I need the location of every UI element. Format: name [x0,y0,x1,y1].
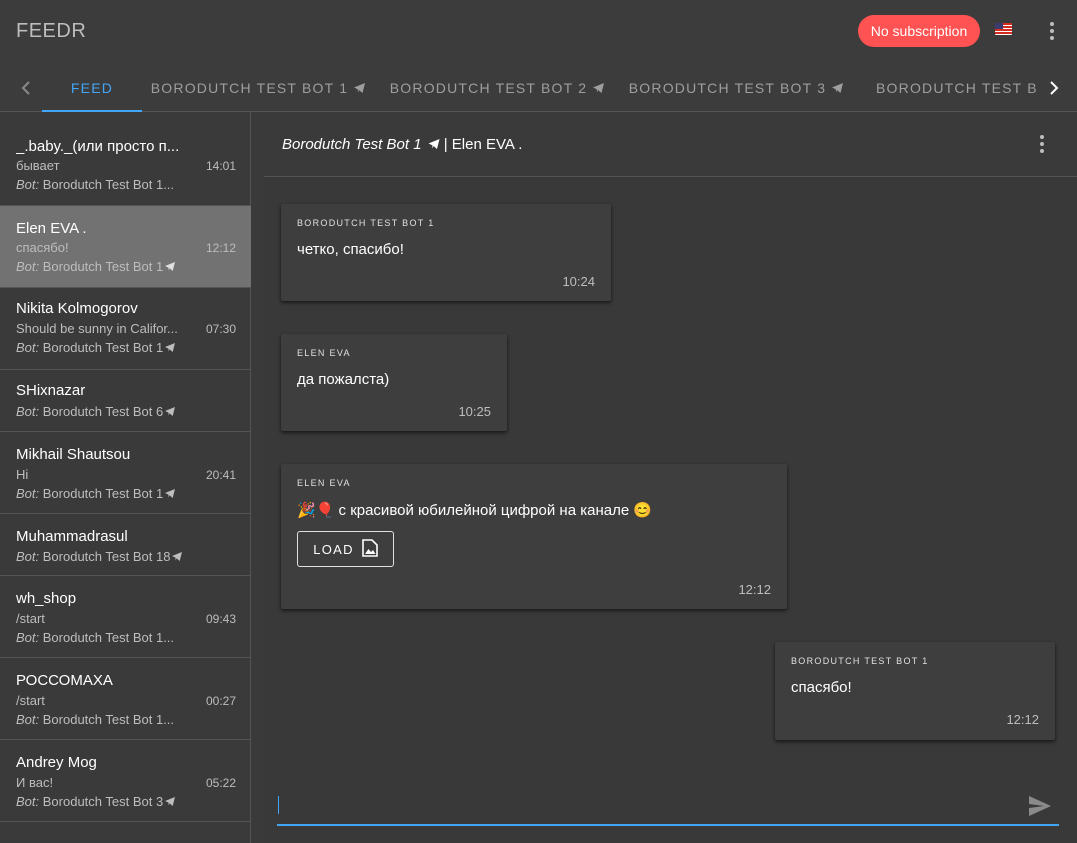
conversation-list: _.baby._(или просто п... бывает 14:01 Bo… [0,112,251,843]
chat-title: Borodutch Test Bot 1 | Elen EVA . [282,136,523,153]
chat-panel: Borodutch Test Bot 1 | Elen EVA . BORODU… [264,112,1077,843]
send-icon[interactable] [1029,796,1051,821]
image-icon [361,538,378,560]
list-item[interactable]: РОССОМАХА /start 00:27 Bot: Borodutch Te… [0,658,251,740]
text-caret [278,796,279,814]
list-item[interactable]: Andrey Mog И вас! 05:22 Bot: Borodutch T… [0,740,251,822]
active-tab-indicator [42,110,142,112]
list-item[interactable]: Mikhail Shautsou Hi 20:41 Bot: Borodutch… [0,432,251,514]
message-bubble: BORODUTCH TEST BOT 1 четко, спасибо! 10:… [281,204,611,301]
list-item[interactable]: Elen EVA . спасябо! 12:12 Bot: Borodutch… [0,206,251,288]
telegram-icon [165,340,176,355]
telegram-icon [593,80,605,96]
tab-bot-2[interactable]: BORODUTCH TEST BOT 2 [381,64,613,112]
us-flag-icon[interactable] [995,23,1012,35]
chat-header: Borodutch Test Bot 1 | Elen EVA . [264,112,1077,177]
more-menu-icon[interactable] [1040,19,1064,43]
tab-bot-4[interactable]: BORODUTCH TEST B [876,80,1036,96]
chat-more-icon[interactable] [1030,132,1054,156]
load-attachment-button[interactable]: LOAD [297,531,394,567]
app-bar: FEEDR No subscription [0,0,1077,64]
telegram-icon [165,259,176,274]
app-title: FEEDR [16,20,87,42]
tab-bot-3[interactable]: BORODUTCH TEST BOT 3 [620,64,852,112]
chevron-left-icon[interactable] [14,76,38,100]
telegram-icon [832,80,844,96]
telegram-icon [165,404,176,419]
list-item[interactable]: Muhammadrasul Bot: Borodutch Test Bot 18 [0,514,251,576]
message-input[interactable] [277,784,1059,826]
list-item[interactable]: wh_shop /start 09:43 Bot: Borodutch Test… [0,576,251,658]
message-bubble: ELEN EVA да пожалста) 10:25 [281,334,507,431]
telegram-icon [354,80,366,96]
bot-tabs: FEED BORODUTCH TEST BOT 1 BORODUTCH TEST… [0,64,1077,112]
telegram-icon [428,136,440,153]
telegram-icon [165,794,176,809]
telegram-icon [172,549,183,564]
message-bubble: BORODUTCH TEST BOT 1 спасябо! 12:12 [775,642,1055,740]
list-item[interactable]: _.baby._(или просто п... бывает 14:01 Bo… [0,112,251,206]
list-item[interactable]: SHixnazar Bot: Borodutch Test Bot 6 [0,370,251,432]
chevron-right-icon[interactable] [1042,76,1066,100]
telegram-icon [165,486,176,501]
subscription-button[interactable]: No subscription [858,15,980,47]
list-item[interactable]: Nikita Kolmogorov Should be sunny in Cal… [0,288,251,370]
message-bubble: ELEN EVA 🎉🎈 с красивой юбилейной цифрой … [281,464,787,609]
tab-bot-1[interactable]: BORODUTCH TEST BOT 1 [142,64,374,112]
tab-feed[interactable]: FEED [70,80,114,96]
